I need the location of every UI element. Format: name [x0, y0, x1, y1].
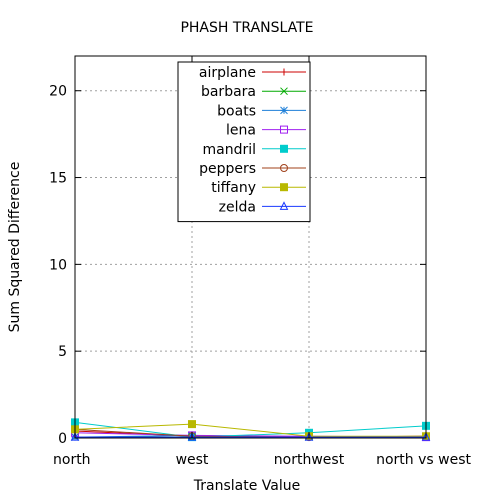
series-line — [74, 421, 427, 438]
data-point — [187, 432, 197, 441]
legend-marker — [279, 201, 289, 210]
legend-marker — [280, 164, 288, 172]
legend-marker — [280, 183, 288, 192]
data-point — [421, 432, 431, 441]
legend-marker — [280, 106, 288, 115]
legend-marker — [280, 68, 288, 76]
y-tick-label: 20 — [49, 84, 67, 100]
legend-item-zelda: zelda — [219, 199, 306, 215]
chart-title: PHASH TRANSLATE — [180, 20, 313, 36]
series-line — [74, 423, 426, 437]
data-point — [70, 432, 80, 441]
legend-item-tiffany: tiffany — [211, 180, 306, 196]
legend-item-airplane: airplane — [199, 65, 306, 81]
x-tick-label: north vs west — [376, 452, 471, 468]
y-tick-label: 0 — [58, 431, 67, 447]
legend-label: barbara — [201, 84, 256, 100]
plot-series — [70, 418, 431, 442]
legend-item-peppers: peppers — [199, 161, 306, 177]
data-point — [188, 420, 196, 429]
legend-marker — [280, 144, 288, 153]
legend-label: airplane — [199, 65, 256, 81]
data-point — [304, 432, 314, 441]
y-axis-label: Sum Squared Difference — [7, 162, 23, 333]
legend: airplane barbara boats lena mandril peppers ti… — [177, 61, 311, 223]
legend-label: mandril — [202, 142, 256, 158]
legend-item-boats: boats — [217, 103, 306, 119]
legend-item-barbara: barbara — [201, 84, 306, 100]
series-zelda — [70, 432, 431, 441]
x-tick-label: west — [176, 452, 209, 468]
plot-frame — [74, 55, 427, 439]
legend-label: zelda — [219, 199, 256, 215]
legend-box — [177, 61, 311, 223]
y-tick-label: 15 — [49, 171, 67, 187]
legend-label: boats — [217, 103, 256, 119]
legend-item-mandril: mandril — [202, 142, 306, 158]
legend-label: lena — [226, 123, 256, 139]
legend-marker — [280, 125, 288, 134]
x-axis-label: Translate Value — [193, 478, 300, 494]
x-tick-label: north — [53, 452, 91, 468]
legend-marker — [280, 87, 288, 96]
legend-label: peppers — [199, 161, 256, 177]
legend-item-lena: lena — [226, 123, 306, 139]
legend-label: tiffany — [211, 180, 256, 196]
y-tick-label: 10 — [49, 257, 67, 273]
y-tick-label: 5 — [58, 344, 67, 360]
x-tick-label: northwest — [274, 452, 345, 468]
